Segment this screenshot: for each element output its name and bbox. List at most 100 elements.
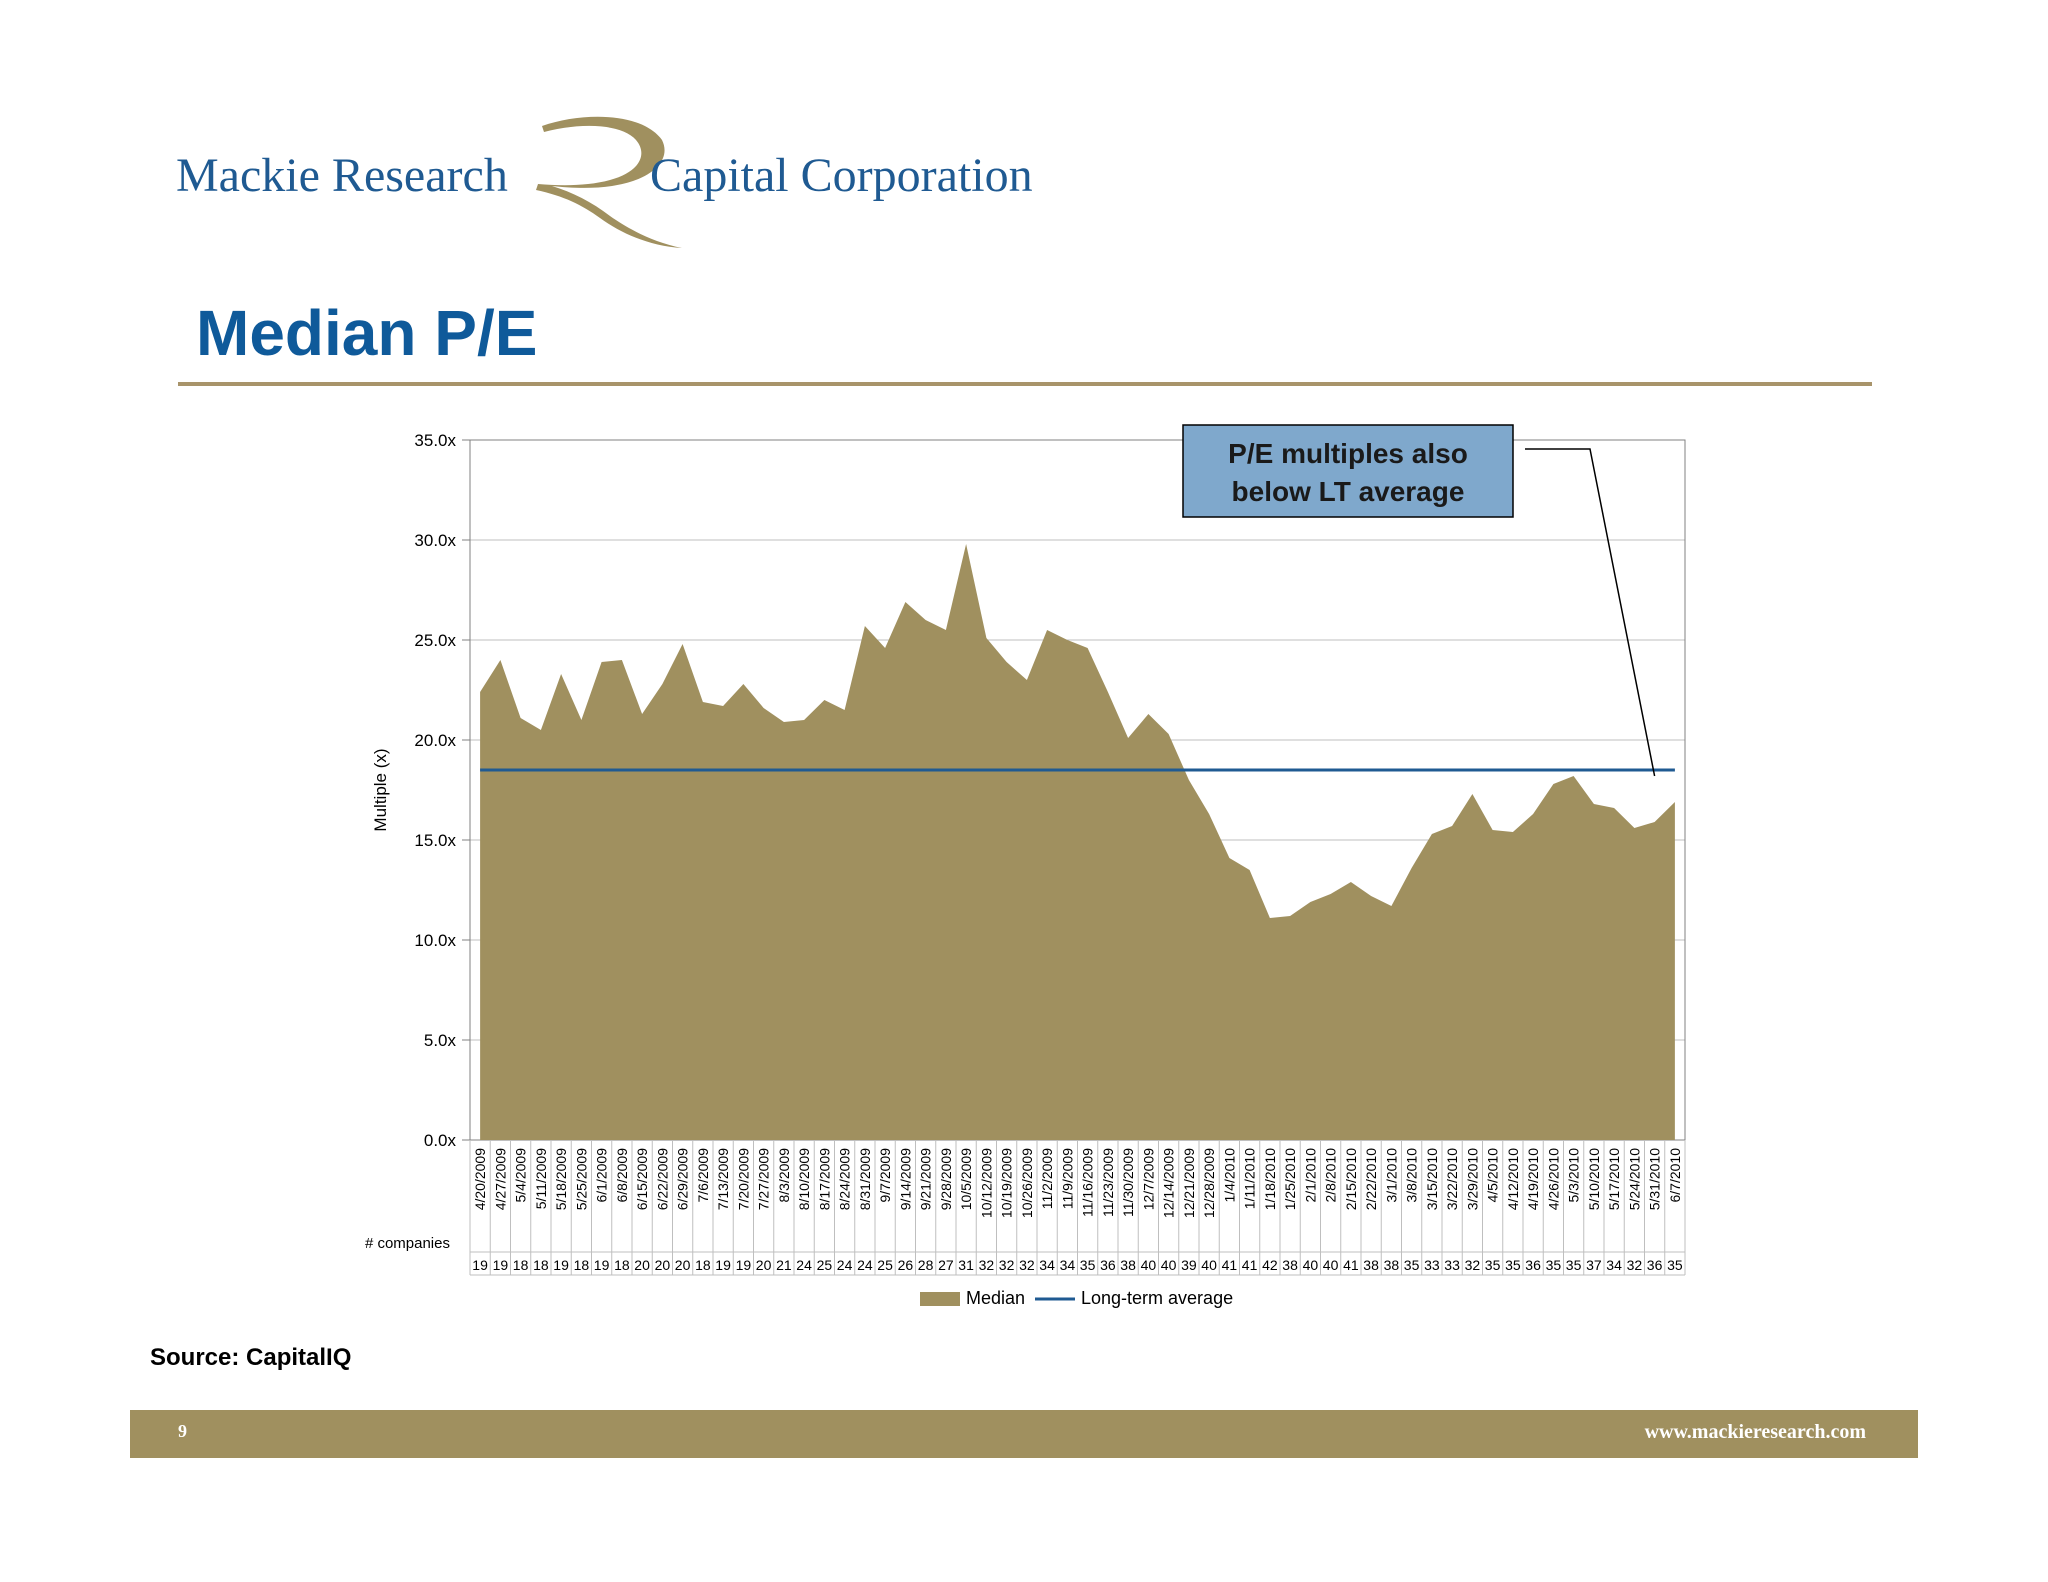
x-tick-label: 1/11/2010 [1242, 1148, 1258, 1209]
x-tick-label: 10/12/2009 [978, 1148, 994, 1218]
company-count: 41 [1242, 1257, 1258, 1273]
y-axis-title: Multiple (x) [371, 748, 390, 831]
company-count: 33 [1444, 1257, 1460, 1273]
company-count: 40 [1201, 1257, 1217, 1273]
company-count: 40 [1141, 1257, 1157, 1273]
y-tick-label: 20.0x [414, 731, 456, 750]
x-tick-label: 11/9/2009 [1059, 1148, 1075, 1209]
company-count: 20 [634, 1257, 650, 1273]
source-note: Source: CapitalIQ [150, 1344, 352, 1371]
x-tick-label: 1/4/2010 [1221, 1148, 1237, 1203]
website-link[interactable]: www.mackieresearch.com [1644, 1421, 1866, 1443]
company-count: 35 [1505, 1257, 1521, 1273]
company-count: 18 [513, 1257, 529, 1273]
y-tick-label: 35.0x [414, 431, 456, 450]
x-tick-label: 12/28/2009 [1201, 1148, 1217, 1218]
x-tick-label: 6/15/2009 [634, 1148, 650, 1210]
x-tick-label: 7/20/2009 [735, 1148, 751, 1210]
y-tick-label: 10.0x [414, 931, 456, 950]
company-count: 19 [553, 1257, 569, 1273]
legend-average-label: Long-term average [1081, 1288, 1233, 1308]
y-tick-label: 5.0x [424, 1031, 457, 1050]
y-tick-label: 30.0x [414, 531, 456, 550]
company-logo: Mackie Research Capital Corporation [170, 110, 1090, 260]
legend-median-swatch [920, 1292, 960, 1306]
x-tick-label: 7/13/2009 [715, 1148, 731, 1210]
annotation-text: P/E multiples also [1228, 438, 1468, 469]
x-tick-label: 8/3/2009 [776, 1148, 792, 1203]
x-tick-label: 8/10/2009 [796, 1148, 812, 1210]
x-tick-label: 2/22/2010 [1363, 1148, 1379, 1210]
x-tick-label: 4/5/2010 [1485, 1148, 1501, 1203]
x-tick-label: 9/14/2009 [897, 1148, 913, 1210]
company-count: 33 [1424, 1257, 1440, 1273]
x-tick-label: 3/15/2010 [1424, 1148, 1440, 1210]
x-tick-label: 5/18/2009 [553, 1148, 569, 1210]
x-tick-label: 4/19/2010 [1525, 1148, 1541, 1210]
company-count: 20 [655, 1257, 671, 1273]
x-tick-label: 9/7/2009 [877, 1148, 893, 1203]
x-tick-label: 6/29/2009 [675, 1148, 691, 1210]
company-count: 19 [493, 1257, 509, 1273]
company-count: 40 [1323, 1257, 1339, 1273]
company-count: 18 [533, 1257, 549, 1273]
company-count: 38 [1363, 1257, 1379, 1273]
company-count: 26 [898, 1257, 914, 1273]
company-count: 36 [1100, 1257, 1116, 1273]
x-tick-label: 3/29/2010 [1464, 1148, 1480, 1210]
company-count: 34 [1060, 1257, 1076, 1273]
company-count: 25 [877, 1257, 893, 1273]
x-tick-label: 5/25/2009 [573, 1148, 589, 1210]
x-tick-label: 6/1/2009 [594, 1148, 610, 1203]
company-count: 32 [979, 1257, 995, 1273]
x-tick-label: 11/2/2009 [1039, 1148, 1055, 1209]
company-count: 42 [1262, 1257, 1278, 1273]
company-count: 35 [1566, 1257, 1582, 1273]
annotation-text: below LT average [1232, 476, 1465, 507]
x-tick-label: 3/8/2010 [1404, 1148, 1420, 1203]
company-count: 36 [1647, 1257, 1663, 1273]
x-tick-label: 10/5/2009 [958, 1148, 974, 1210]
x-tick-label: 4/12/2010 [1505, 1148, 1521, 1210]
annotation-box [1182, 424, 1514, 518]
footer-bar: 9 www.mackieresearch.com [130, 1410, 1918, 1458]
x-tick-label: 4/27/2009 [492, 1148, 508, 1210]
x-tick-label: 5/3/2010 [1566, 1148, 1582, 1203]
company-count: 28 [918, 1257, 934, 1273]
x-tick-label: 5/4/2009 [513, 1148, 529, 1203]
x-tick-label: 12/21/2009 [1181, 1148, 1197, 1218]
x-tick-label: 11/30/2009 [1120, 1148, 1136, 1217]
x-tick-label: 2/8/2010 [1323, 1148, 1339, 1203]
x-tick-label: 11/16/2009 [1080, 1148, 1096, 1217]
company-count: 40 [1161, 1257, 1177, 1273]
x-tick-label: 4/20/2009 [472, 1148, 488, 1210]
x-tick-label: 2/1/2010 [1302, 1148, 1318, 1203]
company-count: 40 [1303, 1257, 1319, 1273]
company-count: 35 [1667, 1257, 1683, 1273]
company-count: 35 [1404, 1257, 1420, 1273]
company-count: 32 [999, 1257, 1015, 1273]
company-count: 38 [1120, 1257, 1136, 1273]
median-pe-chart: 0.0x 5.0x 10.0x 15.0x 20.0x 25.0x 30.0x 35.0x Mu… [365, 424, 1686, 1308]
x-tick-label: 2/15/2010 [1343, 1148, 1359, 1210]
company-count: 37 [1586, 1257, 1602, 1273]
x-tick-label: 6/22/2009 [654, 1148, 670, 1210]
y-tick-label: 25.0x [414, 631, 456, 650]
company-count: 38 [1384, 1257, 1400, 1273]
x-tick-label: 7/27/2009 [756, 1148, 772, 1210]
x-tick-label: 7/6/2009 [695, 1148, 711, 1203]
median-area [480, 544, 1675, 1140]
company-count: 18 [614, 1257, 630, 1273]
x-tick-label: 3/22/2010 [1444, 1148, 1460, 1210]
title-divider [178, 382, 1872, 386]
company-count: 32 [1019, 1257, 1035, 1273]
company-count: 27 [938, 1257, 954, 1273]
company-count: 19 [594, 1257, 610, 1273]
company-count: 41 [1222, 1257, 1238, 1273]
x-tick-label: 9/28/2009 [938, 1148, 954, 1210]
company-count: 18 [695, 1257, 711, 1273]
company-count: 24 [837, 1257, 853, 1273]
y-tick-label: 15.0x [414, 831, 456, 850]
company-count: 21 [776, 1257, 792, 1273]
x-tick-label: 12/7/2009 [1140, 1148, 1156, 1210]
